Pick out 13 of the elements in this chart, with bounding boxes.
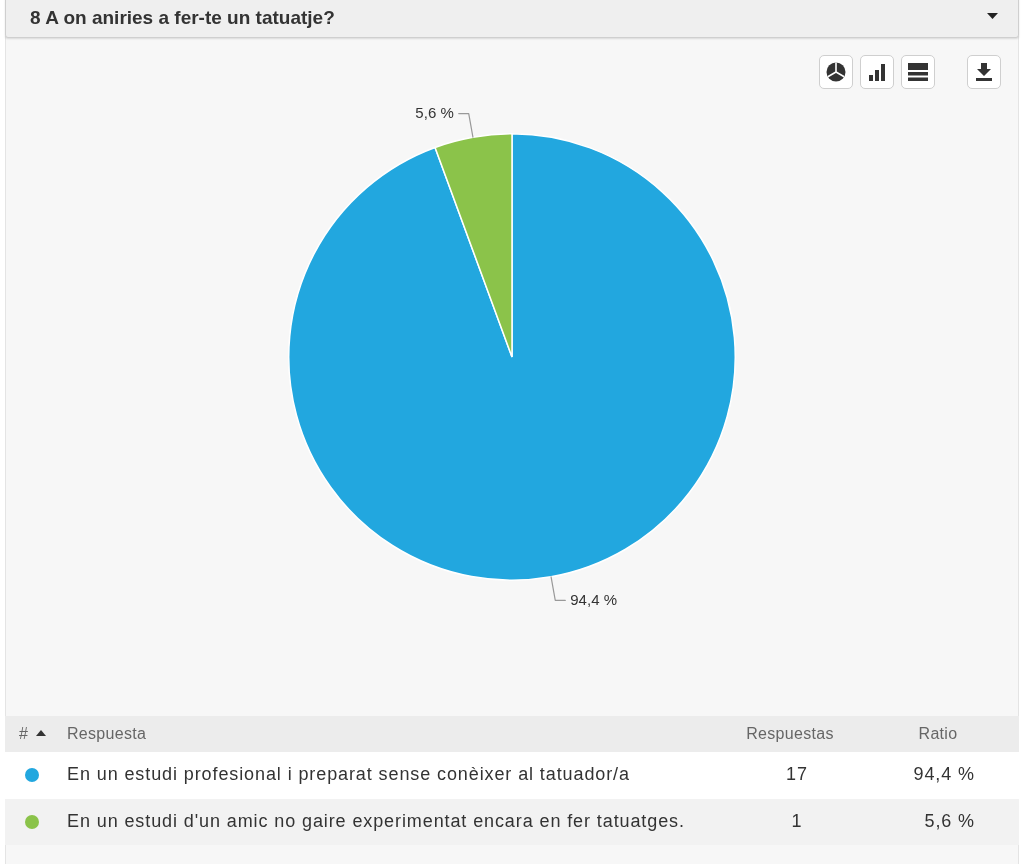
text: Respuesta xyxy=(67,725,147,743)
text: 94,4 % xyxy=(913,764,975,784)
chart-title: 8 A on aniries a fer-te un tatuatje? xyxy=(30,7,335,29)
text: 1 xyxy=(790,810,804,832)
text: 5,6 % xyxy=(924,810,975,831)
text: # xyxy=(19,725,29,743)
text: Ratio xyxy=(917,725,959,743)
text: Respuestas xyxy=(745,725,835,743)
text: 17 xyxy=(785,764,809,785)
data-label: 5,6 % xyxy=(415,103,454,121)
legend-label: En un estudi d'un amic no gaire experimentat encara en fer tatuatges. xyxy=(67,810,685,832)
data-label: 94,4 % xyxy=(570,590,617,608)
legend-label: En un estudi profesional i preparat sense conèixer al tatuador/a xyxy=(67,764,630,785)
